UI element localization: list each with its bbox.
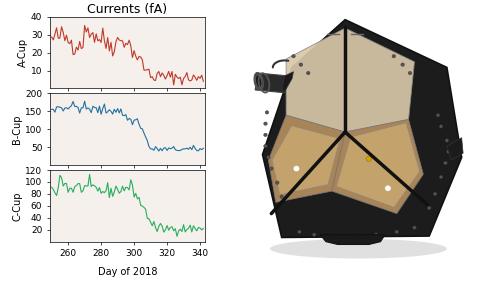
Text: Day of 2018: Day of 2018 [98, 268, 157, 277]
Circle shape [276, 181, 279, 184]
Circle shape [439, 125, 443, 128]
Polygon shape [282, 72, 294, 93]
Circle shape [294, 166, 300, 171]
Circle shape [392, 55, 396, 58]
Ellipse shape [254, 72, 264, 90]
Circle shape [428, 206, 431, 210]
Circle shape [356, 234, 360, 238]
Polygon shape [320, 235, 385, 244]
Circle shape [264, 133, 267, 137]
Y-axis label: A-Cup: A-Cup [18, 38, 28, 67]
Circle shape [366, 156, 372, 161]
Circle shape [374, 233, 378, 236]
Circle shape [408, 71, 412, 75]
Polygon shape [337, 124, 419, 207]
Title: Currents (fA): Currents (fA) [88, 3, 168, 16]
Polygon shape [447, 138, 463, 160]
Circle shape [299, 63, 302, 66]
Circle shape [265, 111, 268, 114]
Ellipse shape [256, 75, 262, 88]
Circle shape [395, 230, 398, 234]
Circle shape [292, 55, 296, 58]
Circle shape [444, 161, 447, 165]
Circle shape [412, 226, 416, 229]
Polygon shape [255, 73, 288, 93]
Circle shape [446, 150, 450, 153]
Circle shape [401, 63, 404, 66]
Circle shape [434, 192, 437, 196]
Circle shape [436, 114, 440, 117]
Circle shape [330, 234, 334, 238]
Circle shape [280, 195, 283, 198]
Circle shape [266, 156, 270, 159]
Circle shape [306, 71, 310, 75]
Circle shape [264, 122, 267, 125]
Circle shape [445, 139, 448, 142]
Polygon shape [332, 119, 424, 214]
Circle shape [312, 233, 316, 236]
Ellipse shape [270, 239, 447, 259]
Y-axis label: B-Cup: B-Cup [12, 115, 22, 144]
Polygon shape [262, 20, 462, 237]
Y-axis label: C-Cup: C-Cup [12, 191, 22, 221]
Circle shape [298, 230, 301, 234]
Circle shape [385, 185, 391, 191]
Circle shape [270, 167, 273, 170]
Polygon shape [286, 28, 414, 132]
Circle shape [264, 144, 267, 148]
Polygon shape [273, 126, 339, 194]
Circle shape [439, 175, 443, 179]
Polygon shape [268, 115, 345, 202]
